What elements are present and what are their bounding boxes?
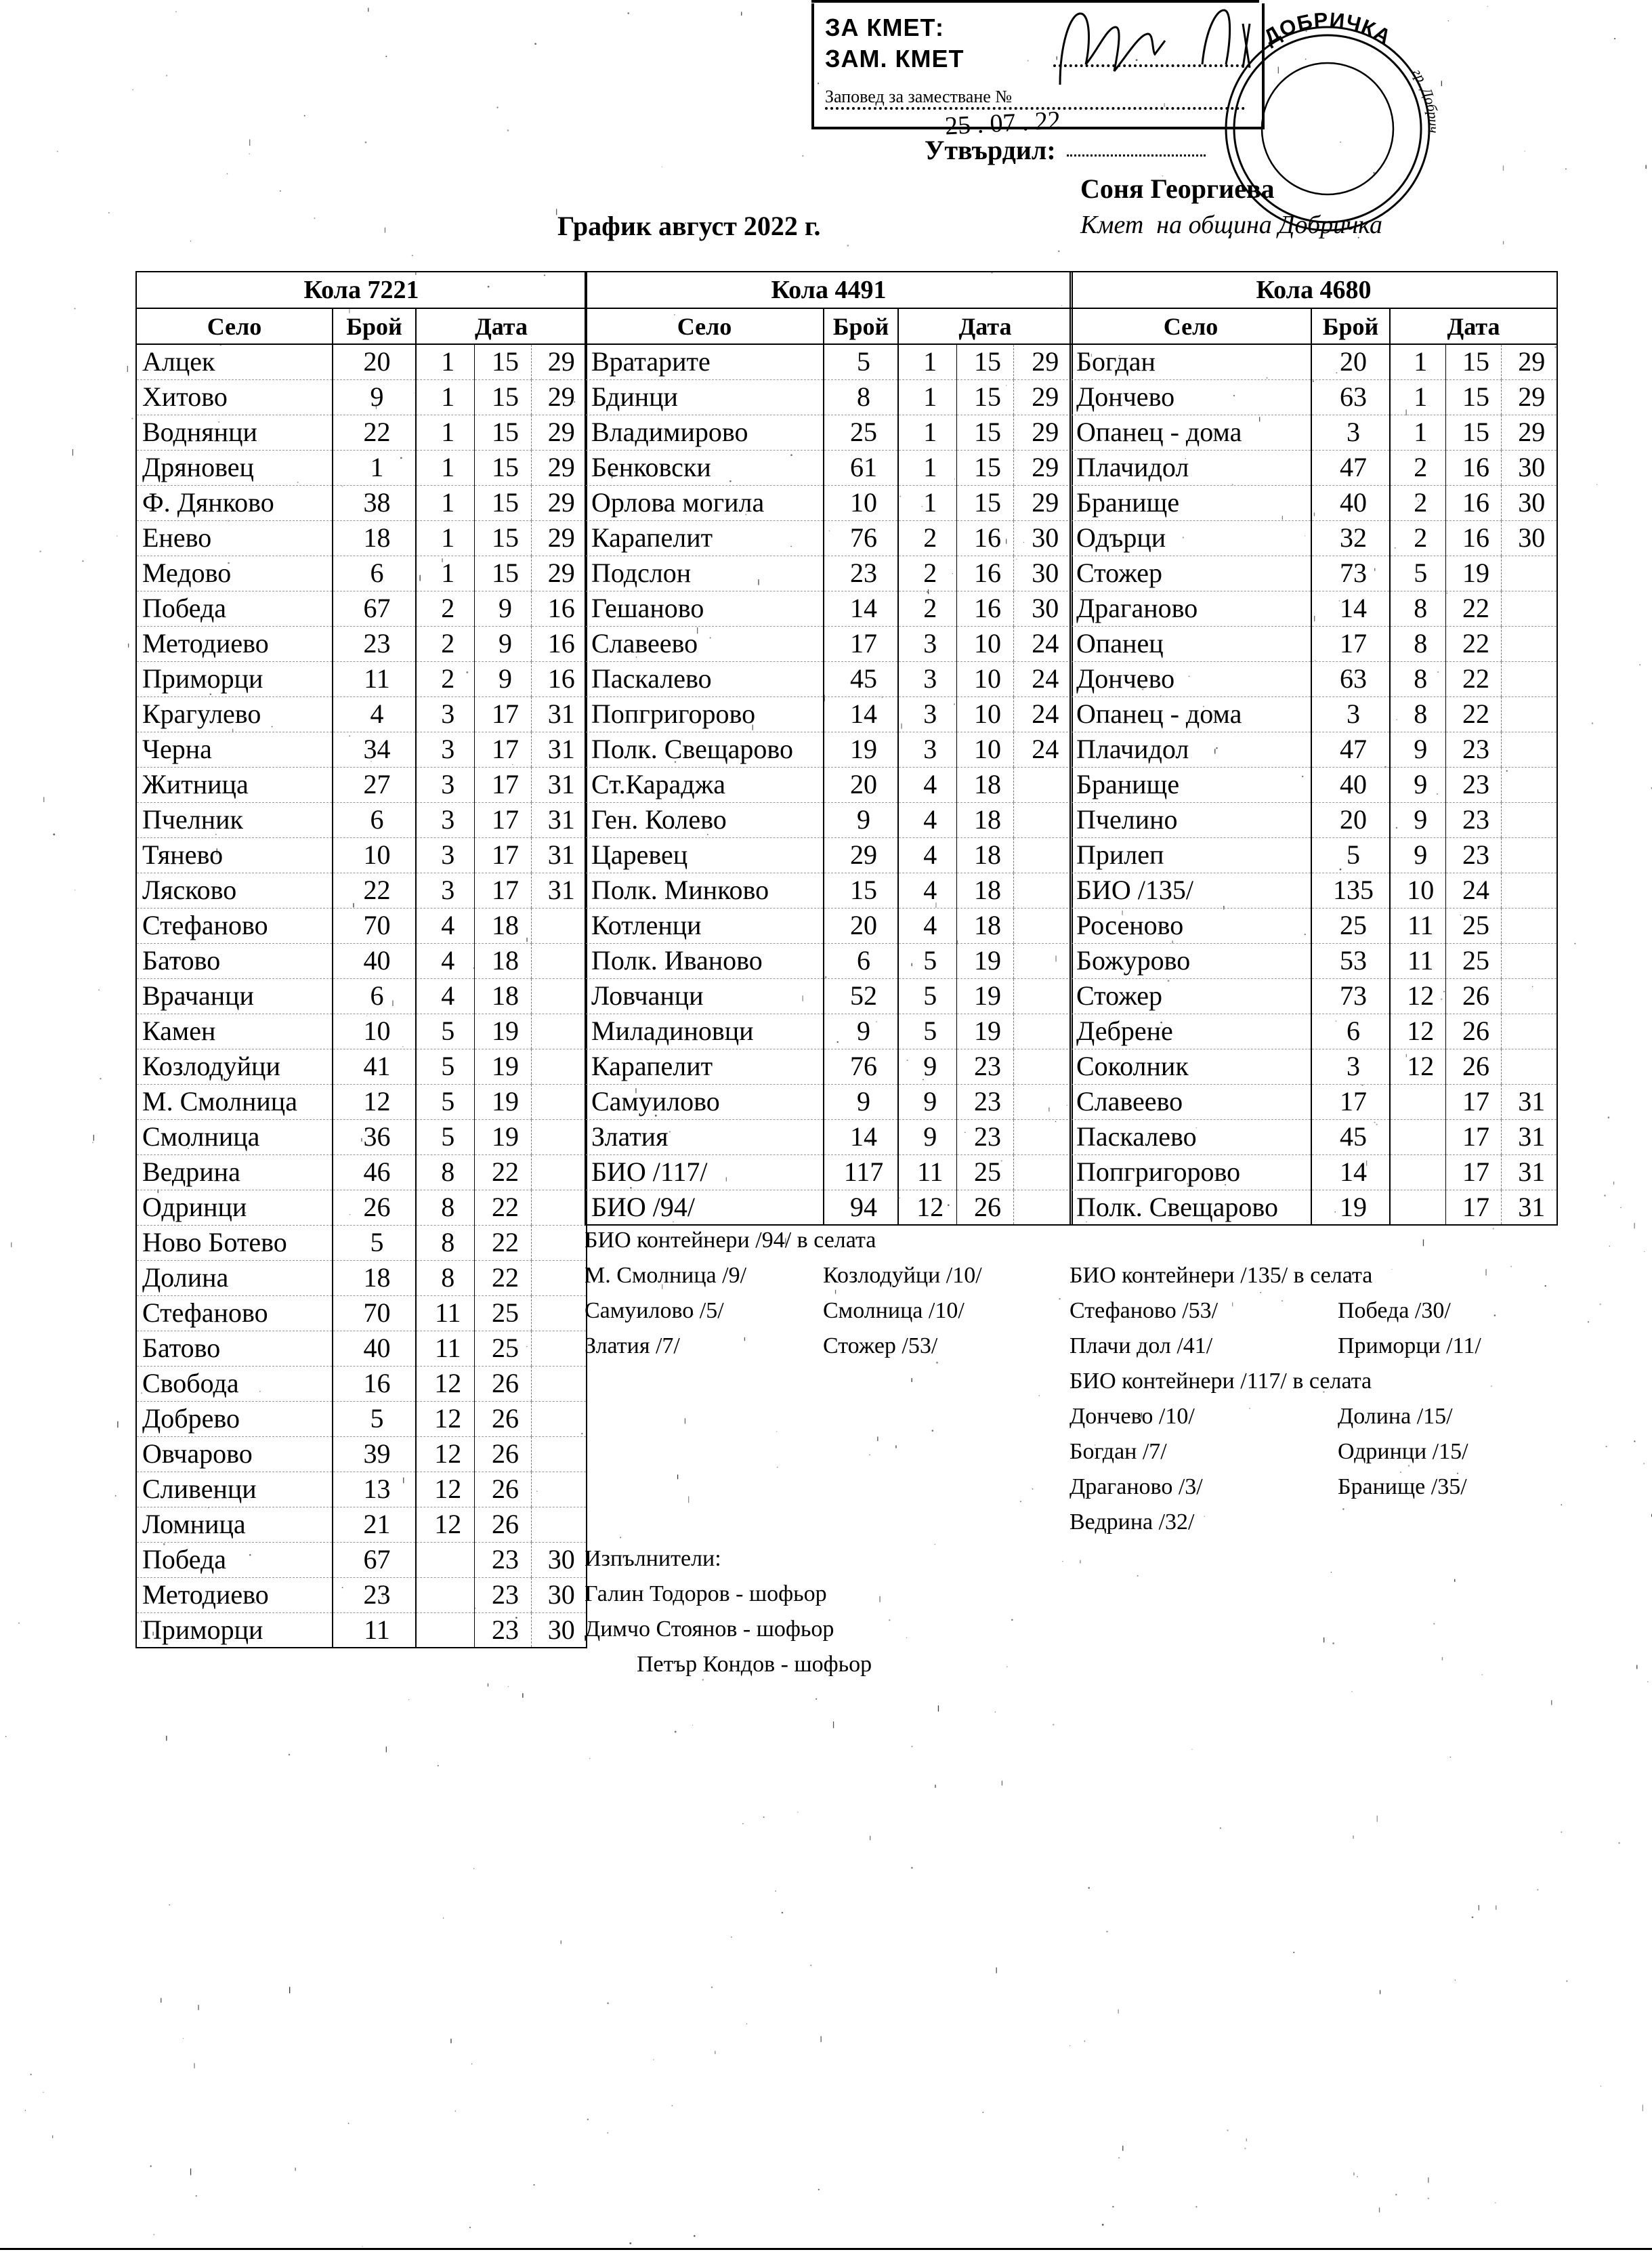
svg-text:гр. Добрич: гр. Добрич (1410, 66, 1442, 133)
